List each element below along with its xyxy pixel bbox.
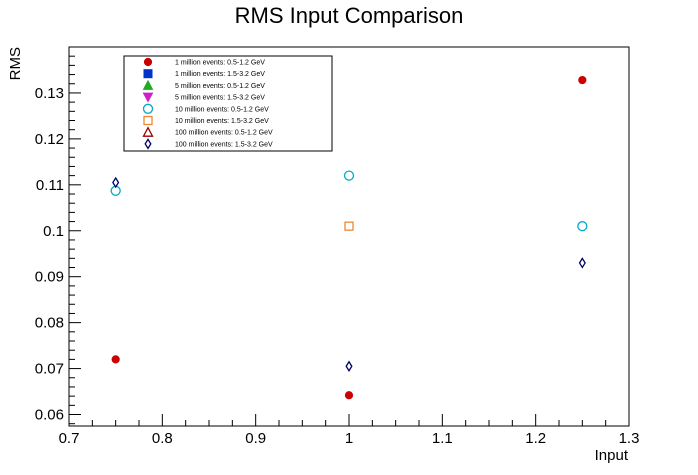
- x-tick-label: 1.3: [619, 430, 640, 447]
- x-tick-label: 1: [345, 430, 353, 447]
- legend-marker: [142, 103, 154, 114]
- data-point: [577, 221, 588, 232]
- legend-label: 10 million events: 1.5-3.2 GeV: [175, 118, 269, 125]
- data-point: [343, 170, 355, 181]
- y-tick-label: 0.06: [35, 407, 64, 424]
- legend-label: 10 million events: 0.5-1.2 GeV: [175, 106, 269, 113]
- y-tick-label: 0.08: [35, 315, 64, 332]
- y-tick-label: 0.11: [36, 177, 64, 194]
- legend-marker: [143, 57, 153, 67]
- y-tick-label: 0.12: [35, 131, 64, 148]
- data-point: [345, 360, 353, 373]
- legend: 1 million events: 0.5-1.2 GeV 1 million e…: [123, 55, 333, 152]
- y-tick-label: 0.13: [35, 85, 64, 102]
- x-tick-label: 1.2: [525, 430, 546, 447]
- x-axis: 0.7 0.8 0.9 1 1.1 1.2 1.3: [59, 414, 640, 447]
- data-point: [578, 257, 586, 269]
- x-tick-label: 0.8: [152, 430, 173, 447]
- legend-box: [123, 55, 333, 152]
- legend-marker: [143, 115, 153, 126]
- legend-marker: [143, 69, 153, 79]
- legend-label: 100 million events: 0.5-1.2 GeV: [175, 130, 273, 137]
- data-point: [112, 176, 120, 189]
- legend-label: 100 million events: 1.5-3.2 GeV: [175, 141, 273, 148]
- data-point: [111, 355, 120, 364]
- x-tick-label: 0.9: [245, 430, 266, 447]
- legend-marker: [142, 79, 154, 90]
- legend-marker: [142, 126, 154, 137]
- legend-label: 1 million events: 0.5-1.2 GeV: [175, 60, 265, 67]
- legend-label: 5 million events: 1.5-3.2 GeV: [175, 95, 265, 102]
- data-point: [578, 75, 587, 85]
- x-tick-label: 0.7: [59, 430, 80, 447]
- data-point: [344, 221, 354, 231]
- legend-label: 5 million events: 0.5-1.2 GeV: [175, 83, 265, 90]
- legend-marker: [144, 138, 152, 150]
- x-tick-label: 1.1: [432, 430, 453, 447]
- legend-marker: [142, 92, 154, 103]
- y-tick-label: 0.1: [43, 223, 64, 240]
- legend-label: 1 million events: 1.5-3.2 GeV: [175, 71, 265, 78]
- x-axis-label: Input: [595, 447, 629, 464]
- y-tick-label: 0.07: [35, 361, 64, 378]
- y-tick-label: 0.09: [35, 269, 64, 286]
- y-axis-label: RMS: [7, 47, 24, 80]
- data-markers: [110, 75, 588, 400]
- data-point: [344, 391, 354, 400]
- y-axis: 0.06 0.07 0.08 0.09 0.1 0.11 0.12 0.13: [35, 46, 81, 425]
- chart-title: RMS Input Comparison: [235, 3, 464, 28]
